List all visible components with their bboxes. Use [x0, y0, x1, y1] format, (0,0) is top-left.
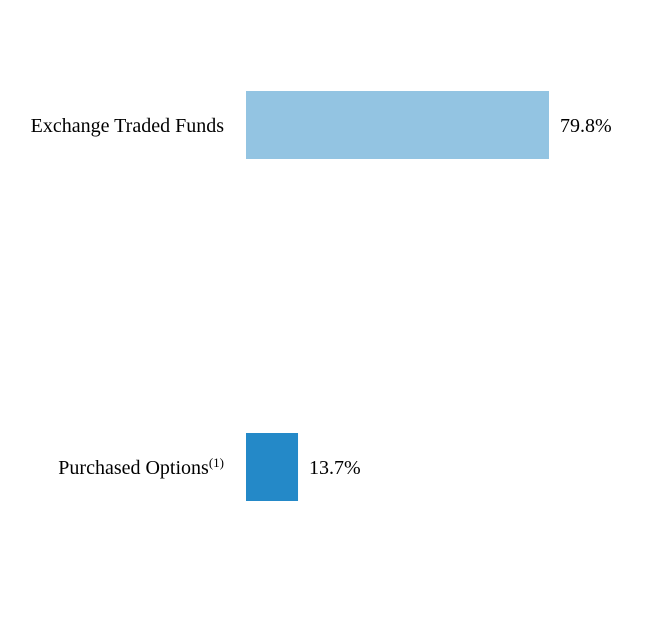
category-label: Purchased Options(1): [58, 455, 224, 479]
value-label: 13.7%: [309, 457, 361, 479]
bar-purchased-options: [246, 433, 299, 501]
value-label: 79.8%: [560, 115, 612, 137]
category-label: Exchange Traded Funds: [31, 115, 225, 137]
bar-exchange-traded-funds: [246, 91, 549, 159]
